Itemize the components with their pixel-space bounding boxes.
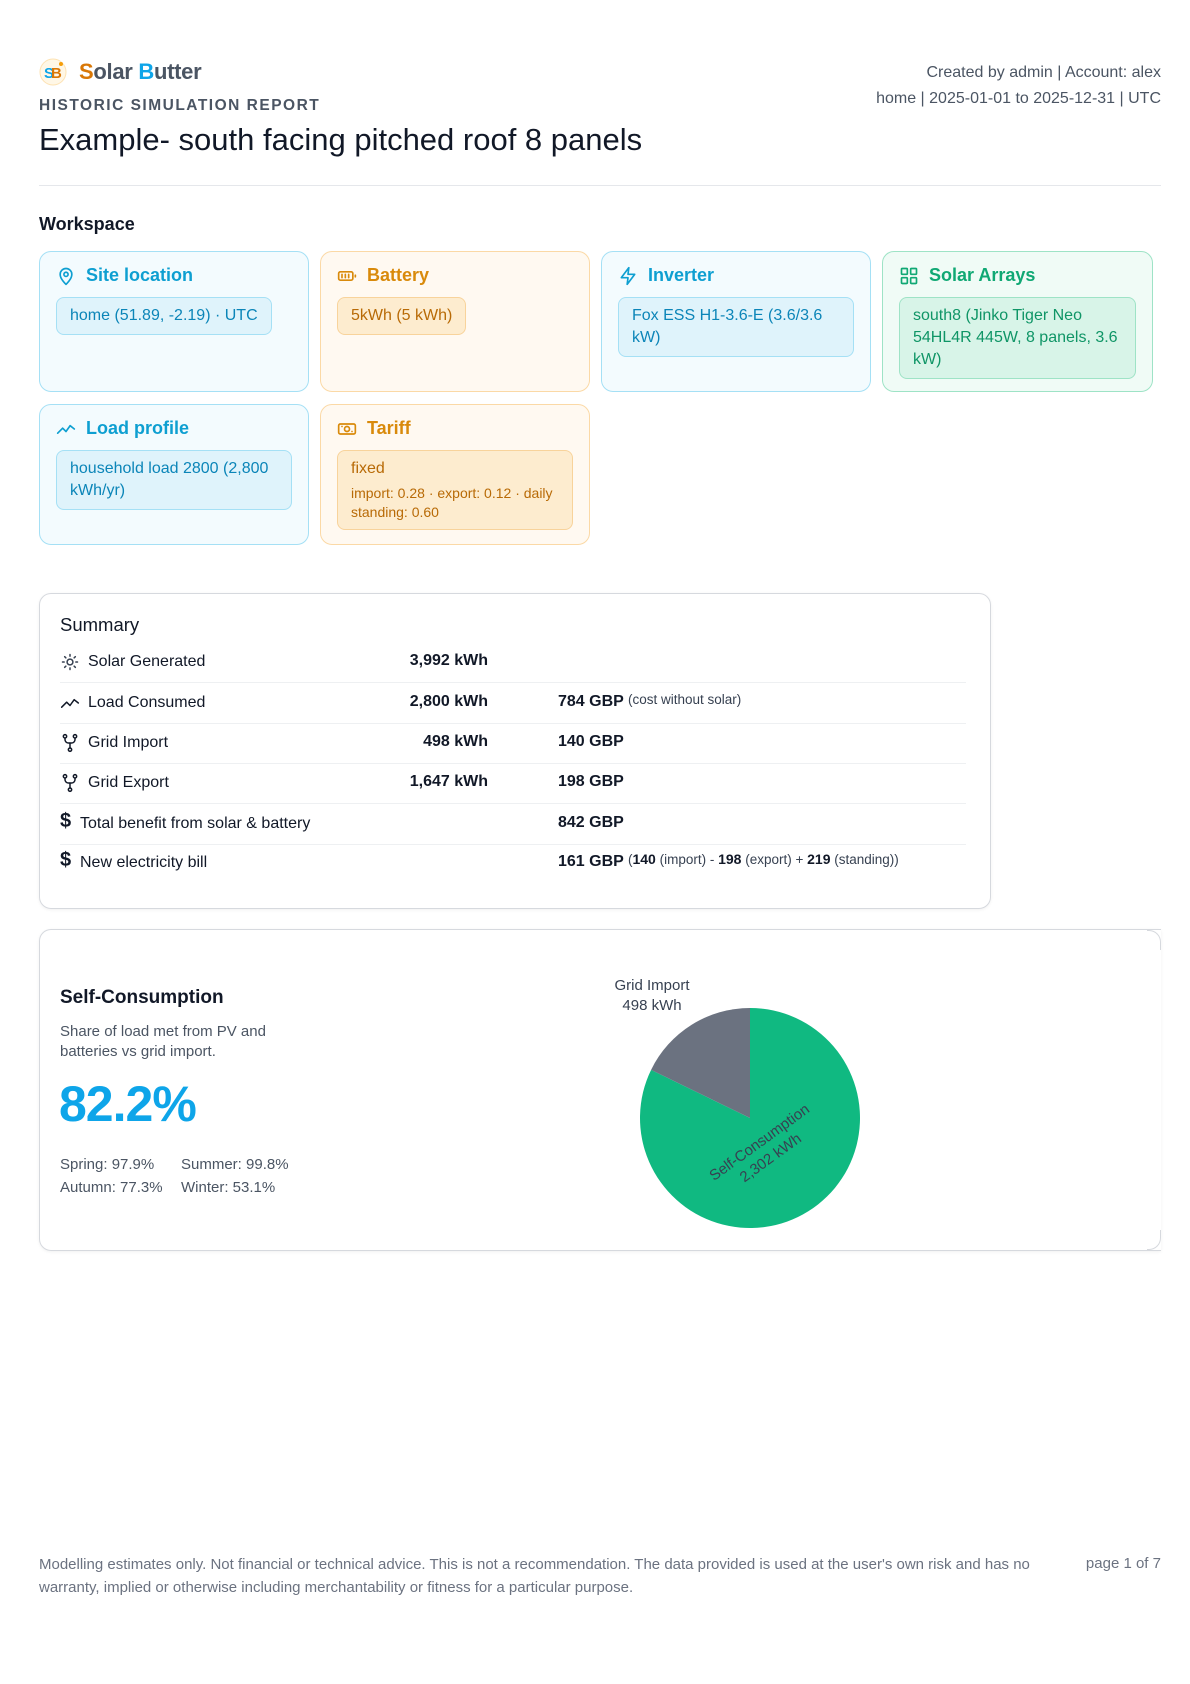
solar-arrays-card: Solar Arrays south8 (Jinko Tiger Neo 54H… [882, 251, 1153, 392]
row-label: Grid Export [88, 774, 169, 791]
summary-row-grid-export: Grid Export 1,647 kWh 198 GBP [60, 763, 966, 804]
season-winter: Winter: 53.1% [181, 1179, 276, 1196]
row-label: New electricity bill [80, 854, 208, 871]
pie-label-grid-import: Grid Import 498 kWh [614, 977, 690, 1014]
load-profile-card: Load profile household load 2800 (2,800 … [39, 404, 309, 545]
sun-icon [61, 653, 79, 671]
report-meta: Created by admin | Account: alex home | … [876, 60, 1161, 112]
map-pin-icon [59, 267, 73, 285]
lightning-icon [620, 266, 636, 285]
fork-icon [62, 733, 78, 753]
battery-chip: 5kWh (5 kWh) [337, 297, 467, 335]
report-header: S B Solar Butter HISTORIC SIMULATION REP… [39, 58, 1161, 188]
meta-created-by: Created by admin | Account: alex [926, 64, 1161, 81]
season-breakdown: Spring: 97.9% Summer: 99.8% Autumn: 77.3… [60, 1153, 289, 1199]
report-title: Example- south facing pitched roof 8 pan… [39, 122, 643, 157]
row-kwh: 1,647 kWh [409, 773, 488, 790]
battery-card: Battery 5kWh (5 kWh) [320, 251, 590, 392]
pie-label-value: 498 kWh [622, 997, 681, 1014]
brand-name: Solar Butter [79, 59, 202, 84]
tariff-title: Tariff [367, 418, 411, 438]
page-number: page 1 of 7 [1085, 1555, 1161, 1572]
self-consumption-title: Self-Consumption [60, 987, 224, 1008]
solar-butter-logo-icon: S B [39, 58, 67, 86]
row-kwh: 498 kWh [423, 733, 488, 750]
banknote-icon [337, 422, 357, 435]
card-edge [1147, 930, 1161, 950]
tariff-rates: import: 0.28 · export: 0.12 · daily stan… [351, 485, 553, 520]
season-spring: Spring: 97.9% [60, 1156, 155, 1173]
row-label: Grid Import [88, 734, 169, 751]
site-location-title: Site location [86, 265, 194, 285]
solar-arrays-chip: south8 (Jinko Tiger Neo 54HL4R 445W, 8 p… [899, 297, 1136, 379]
brand: S B Solar Butter [39, 58, 202, 86]
row-label: Load Consumed [88, 694, 206, 711]
load-profile-title: Load profile [86, 418, 189, 438]
meta-period: home | 2025-01-01 to 2025-12-31 | UTC [876, 90, 1161, 107]
season-summer: Summer: 99.8% [181, 1156, 289, 1173]
workspace-title: Workspace [39, 214, 135, 234]
season-autumn: Autumn: 77.3% [60, 1179, 163, 1196]
self-consumption-pie: Self-Consumption 2,302 kWh Grid Import 498 … [600, 960, 900, 1240]
report-kicker: HISTORIC SIMULATION REPORT [39, 97, 321, 114]
tariff-type: fixed [351, 460, 385, 477]
self-consumption-description: Share of load met from PV and batteries … [60, 1023, 266, 1060]
inverter-card: Inverter Fox ESS H1-3.6-E (3.6/3.6 kW) [601, 251, 871, 392]
row-gbp: 198 GBP [558, 773, 624, 790]
row-label: Solar Generated [88, 653, 206, 670]
solar-arrays-title: Solar Arrays [929, 265, 1036, 285]
pie-slice-grid-import [651, 1008, 750, 1118]
row-gbp: 161 GBP (140 (import) - 198 (export) + 2… [558, 851, 899, 870]
summary-row-solar-generated: Solar Generated 3,992 kWh [60, 642, 966, 683]
svg-text:B: B [51, 65, 62, 82]
inverter-title: Inverter [648, 265, 715, 285]
card-edge [1147, 1230, 1161, 1250]
header-divider [39, 185, 1161, 186]
grid-icon [900, 267, 918, 284]
summary-title: Summary [60, 614, 140, 635]
tariff-card: Tariff fixed import: 0.28 · export: 0.12… [320, 404, 590, 545]
summary-row-load-consumed: Load Consumed 2,800 kWh 784 GBP (cost wi… [60, 683, 966, 724]
trend-line-icon [56, 424, 76, 434]
battery-icon [337, 270, 357, 281]
row-label: Total benefit from solar & battery [80, 815, 311, 832]
self-consumption-percent: 82.2% [59, 1076, 197, 1132]
self-consumption-card: Self-Consumption Share of load met from … [39, 929, 1161, 1251]
site-location-chip: home (51.89, -2.19) · UTC [56, 297, 272, 335]
site-location-card: Site location home (51.89, -2.19) · UTC [39, 251, 309, 392]
battery-title: Battery [367, 265, 430, 285]
row-gbp: 784 GBP (cost without solar) [558, 692, 742, 710]
summary-card: Summary Solar Generated 3,992 kWh Load C… [39, 593, 991, 909]
row-kwh: 3,992 kWh [409, 652, 488, 669]
summary-row-new-bill: $ New electricity bill 161 GBP (140 (imp… [60, 843, 966, 883]
trend-line-icon [60, 698, 80, 708]
svg-text:S: S [44, 65, 54, 82]
summary-row-total-benefit: $ Total benefit from solar & battery 842… [60, 804, 966, 845]
disclaimer: Modelling estimates only. Not financial … [39, 1556, 1030, 1596]
row-gbp: 842 GBP [558, 814, 624, 831]
row-gbp: 140 GBP [558, 733, 624, 750]
dollar-icon: $ [60, 849, 72, 871]
summary-row-grid-import: Grid Import 498 kWh 140 GBP [60, 723, 966, 764]
dollar-icon: $ [60, 810, 72, 832]
tariff-chip: fixed import: 0.28 · export: 0.12 · dail… [337, 450, 573, 530]
pie-label-name: Grid Import [614, 977, 690, 994]
row-kwh: 2,800 kWh [409, 693, 488, 710]
fork-icon [62, 773, 78, 793]
load-profile-chip: household load 2800 (2,800 kWh/yr) [56, 450, 292, 510]
inverter-chip: Fox ESS H1-3.6-E (3.6/3.6 kW) [618, 297, 854, 357]
